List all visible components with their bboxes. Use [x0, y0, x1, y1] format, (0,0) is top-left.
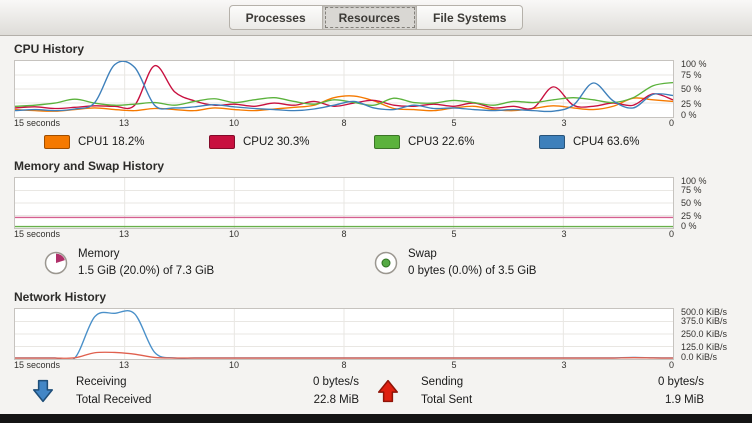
x-axis-tick-label: 0: [668, 360, 674, 370]
tab-resources[interactable]: Resources: [322, 5, 418, 30]
sending-arrow-icon: [377, 379, 399, 403]
x-axis-tick-label: 3: [561, 229, 567, 239]
cpu3-legend-label: CPU3 22.6%: [408, 136, 475, 148]
memory-pie-icon: [44, 251, 68, 275]
x-axis-tick-label: 13: [119, 229, 130, 239]
swap-label: Swap: [408, 248, 437, 260]
x-axis-tick-label: 8: [341, 229, 347, 239]
sending-legend-item: Sending 0 bytes/s Total Sent 1.9 MiB: [359, 373, 704, 409]
y-axis-tick-label: 100 %: [681, 176, 707, 186]
x-axis-tick-label: 3: [561, 360, 567, 370]
y-axis-tick-label: 25 %: [681, 98, 702, 109]
cpu1-color-chip: [44, 135, 70, 149]
cpu-y-axis: 100 % 75 % 50 % 25 % 0 %: [674, 59, 738, 120]
y-axis-tick-label: 250.0 KiB/s: [681, 329, 728, 339]
y-axis-tick-label: 50 %: [681, 198, 702, 208]
memory-legend-item: Memory 1.5 GiB (20.0%) of 7.3 GiB: [14, 244, 344, 282]
x-axis-tick-label: 10: [228, 360, 239, 370]
network-legend: Receiving 0 bytes/s Total Received 22.8 …: [14, 373, 704, 409]
memory-swap-history-title: Memory and Swap History: [14, 159, 165, 173]
y-axis-tick-label: 500.0 KiB/s: [681, 307, 728, 317]
y-axis-tick-label: 0 %: [681, 110, 697, 120]
cpu4-legend-item: CPU4 63.6%: [509, 132, 674, 152]
total-sent-value: 1.9 MiB: [665, 394, 704, 406]
y-axis-tick-label: 25 %: [681, 211, 702, 221]
cpu3-color-chip: [374, 135, 400, 149]
x-axis-tick-label: 15 seconds: [14, 360, 61, 370]
x-axis-tick-label: 8: [341, 360, 347, 370]
x-axis-tick-label: 13: [119, 360, 130, 370]
cpu3-legend-item: CPU3 22.6%: [344, 132, 509, 152]
cpu1-legend-label: CPU1 18.2%: [78, 136, 145, 148]
window-titlebar: Processes Resources File Systems: [0, 0, 752, 36]
cpu-x-axis: 15 seconds 13 10 8 5 3 0: [14, 118, 674, 129]
x-axis-tick-label: 15 seconds: [14, 118, 61, 128]
y-axis-tick-label: 50 %: [681, 84, 702, 94]
memory-y-axis: 100 % 75 % 50 % 25 % 0 %: [674, 176, 738, 231]
receiving-label: Receiving: [76, 376, 127, 388]
memory-x-axis: 15 seconds 13 10 8 5 3 0: [14, 229, 674, 240]
receiving-arrow-icon: [32, 379, 54, 403]
view-tabs: Processes Resources File Systems: [228, 5, 524, 30]
y-axis-tick-label: 375.0 KiB/s: [681, 316, 728, 326]
total-received-label: Total Received: [76, 394, 152, 406]
x-axis-tick-label: 10: [228, 118, 239, 128]
swap-pie-icon: [374, 251, 398, 275]
x-axis-tick-label: 13: [119, 118, 130, 128]
swap-usage-value: 0 bytes (0.0%) of 3.5 GiB: [408, 265, 537, 277]
x-axis-tick-label: 3: [561, 118, 567, 128]
tab-file-systems[interactable]: File Systems: [417, 5, 524, 30]
cpu-history-chart: [14, 60, 674, 118]
total-received-value: 22.8 MiB: [313, 394, 359, 406]
total-sent-label: Total Sent: [421, 394, 473, 406]
memory-usage-value: 1.5 GiB (20.0%) of 7.3 GiB: [78, 265, 215, 277]
y-axis-tick-label: 0.0 KiB/s: [681, 352, 718, 362]
x-axis-tick-label: 0: [668, 118, 674, 128]
cpu-history-title: CPU History: [14, 42, 85, 56]
receiving-rate-value: 0 bytes/s: [312, 376, 359, 388]
receiving-legend-item: Receiving 0 bytes/s Total Received 22.8 …: [14, 373, 359, 409]
x-axis-tick-label: 8: [341, 118, 347, 128]
cpu2-legend-item: CPU2 30.3%: [179, 132, 344, 152]
x-axis-tick-label: 15 seconds: [14, 229, 61, 239]
cpu-legend: CPU1 18.2% CPU2 30.3% CPU3 22.6% CPU4 63…: [14, 132, 674, 152]
network-history-title: Network History: [14, 290, 107, 304]
cpu2-legend-label: CPU2 30.3%: [243, 136, 310, 148]
cpu4-color-chip: [539, 135, 565, 149]
y-axis-tick-label: 0 %: [681, 221, 697, 231]
y-axis-tick-label: 75 %: [681, 69, 702, 80]
memory-swap-chart: [14, 177, 674, 229]
y-axis-tick-label: 125.0 KiB/s: [681, 342, 728, 352]
cpu2-color-chip: [209, 135, 235, 149]
swap-legend-item: Swap 0 bytes (0.0%) of 3.5 GiB: [344, 244, 674, 282]
network-x-axis: 15 seconds 13 10 8 5 3 0: [14, 360, 674, 371]
memory-label: Memory: [78, 248, 120, 260]
network-history-chart: [14, 308, 674, 360]
screen-bottom-edge: [0, 414, 752, 423]
x-axis-tick-label: 5: [451, 360, 457, 370]
memory-swap-legend: Memory 1.5 GiB (20.0%) of 7.3 GiB Swap 0…: [14, 244, 674, 282]
x-axis-tick-label: 5: [451, 118, 457, 128]
y-axis-tick-label: 100 %: [681, 59, 707, 69]
x-axis-tick-label: 5: [451, 229, 457, 239]
resources-view: CPU History 100 % 75 % 50 % 25 % 0 % 15 seco…: [0, 36, 752, 409]
x-axis-tick-label: 0: [668, 229, 674, 239]
sending-rate-value: 0 bytes/s: [657, 376, 704, 388]
cpu1-legend-item: CPU1 18.2%: [14, 132, 179, 152]
sending-label: Sending: [421, 376, 464, 388]
tab-processes[interactable]: Processes: [228, 5, 323, 30]
x-axis-tick-label: 10: [228, 229, 239, 239]
network-y-axis: 500.0 KiB/s 375.0 KiB/s 250.0 KiB/s 125.0 K…: [674, 307, 738, 362]
cpu4-legend-label: CPU4 63.6%: [573, 136, 640, 148]
y-axis-tick-label: 75 %: [681, 185, 702, 195]
